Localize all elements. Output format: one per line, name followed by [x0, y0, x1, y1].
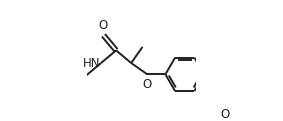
Text: O: O — [99, 19, 108, 32]
Text: O: O — [220, 108, 230, 121]
Text: HN: HN — [82, 57, 100, 70]
Text: O: O — [142, 78, 151, 91]
